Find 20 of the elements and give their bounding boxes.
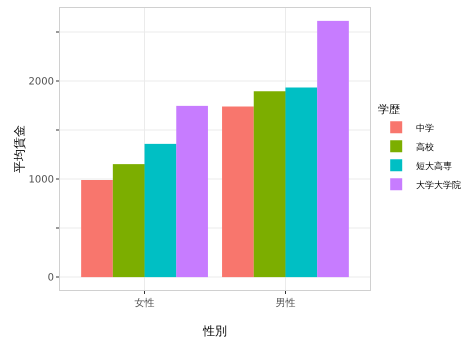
bar (222, 106, 254, 278)
x-tick-label: 男性 (275, 297, 296, 309)
bar (112, 164, 145, 278)
bar (285, 88, 318, 278)
bar (317, 20, 349, 278)
bar (176, 106, 208, 278)
y-tick-label: 0 (48, 272, 54, 284)
bar (81, 180, 113, 278)
bar (144, 144, 176, 278)
y-axis-title: 平均賃金 (12, 125, 27, 173)
legend-label: 高校 (416, 142, 434, 153)
legend-label: 中学 (416, 122, 434, 134)
bar (254, 91, 286, 278)
x-axis-title: 性別 (202, 324, 227, 338)
y-tick-label: 2000 (28, 76, 54, 88)
y-tick-label: 1000 (28, 174, 54, 186)
legend-label: 短大高専 (416, 160, 452, 172)
x-tick-label: 女性 (134, 297, 155, 309)
legend-label: 大学大学院 (416, 180, 462, 191)
legend-title: 学歴 (378, 102, 400, 116)
